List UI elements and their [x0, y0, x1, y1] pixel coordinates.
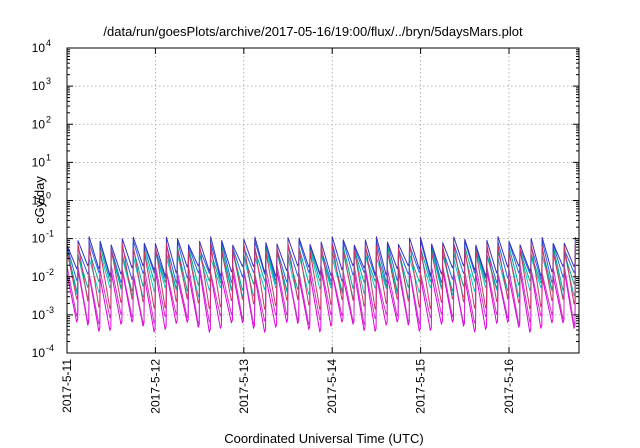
y-tick-label: 10 — [32, 346, 46, 360]
y-tick-exponent: -4 — [46, 343, 54, 353]
y-tick-label: 10 — [32, 117, 46, 131]
chart-title: /data/run/goesPlots/archive/2017-05-16/1… — [103, 24, 523, 39]
x-tick-label: 2017-5-15 — [414, 359, 428, 414]
x-axis-label: Coordinated Universal Time (UTC) — [224, 431, 423, 446]
y-tick-exponent: 2 — [46, 114, 51, 124]
x-tick-label: 2017-5-16 — [502, 359, 516, 414]
x-tick-label: 2017-5-11 — [60, 359, 74, 413]
y-tick-label: 10 — [32, 194, 46, 208]
y-tick-label: 10 — [32, 41, 46, 55]
y-tick-label: 10 — [32, 270, 46, 284]
y-tick-exponent: 1 — [46, 152, 51, 162]
x-tick-label: 2017-5-13 — [237, 359, 251, 414]
tick-layer — [66, 47, 579, 354]
y-tick-exponent: -2 — [46, 267, 54, 277]
y-tick-label: 10 — [32, 308, 46, 322]
y-tick-label: 10 — [32, 79, 46, 93]
y-axis-label: cGy/day — [32, 176, 47, 224]
y-tick-label: 10 — [32, 232, 46, 246]
series-layer — [66, 236, 576, 333]
y-tick-exponent: -1 — [46, 229, 54, 239]
series-line — [66, 242, 576, 310]
y-tick-label: 10 — [32, 155, 46, 169]
y-tick-exponent: 4 — [46, 38, 51, 48]
x-tick-label: 2017-5-12 — [148, 359, 162, 414]
x-tick-label: 2017-5-14 — [325, 359, 339, 414]
y-tick-exponent: 3 — [46, 76, 51, 86]
y-tick-exponent: -3 — [46, 305, 54, 315]
x-tick-labels: 2017-5-11 2017-5-12 2017-5-13 2017-5-14 2017… — [60, 359, 516, 414]
y-tick-exponent: 0 — [46, 191, 51, 201]
